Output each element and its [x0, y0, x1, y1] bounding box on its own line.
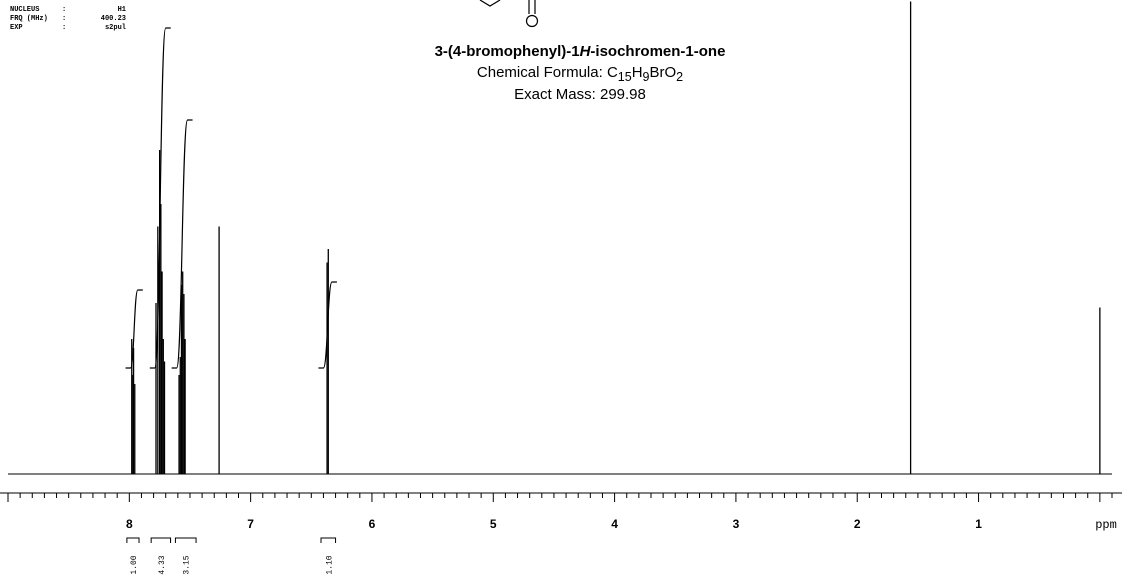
tick-label: 5 [490, 517, 497, 531]
ppm-axis: 8 7 6 5 4 3 2 1 ppm [0, 492, 1122, 532]
integral-curve [125, 289, 143, 369]
param-key: NUCLEUS [10, 6, 40, 14]
tick-label: 6 [369, 517, 376, 531]
carbonyl-oxygen [525, 14, 539, 28]
param-value: H1 [117, 6, 126, 14]
tick-label: 2 [854, 517, 861, 531]
axis-unit-label: ppm [1095, 518, 1117, 532]
param-key: FRQ (MHz) [10, 15, 48, 23]
integral-bracket [174, 537, 197, 543]
molecule-structure-fragment [479, 0, 539, 28]
acquisition-parameters: NUCLEUS: H1 FRQ (MHz): 400.23 EXP: s2pul [10, 6, 126, 33]
integral-value: 3.15 [183, 555, 192, 574]
compound-name-italic: H [579, 43, 591, 60]
exact-mass: Exact Mass: 299.98 [514, 86, 646, 103]
param-value: s2pul [104, 24, 126, 32]
compound-name: 3-(4-bromophenyl)-1H-isochromen-1-one [380, 43, 780, 60]
param-key: EXP [10, 24, 23, 32]
formula-value: C15H9BrO2 [606, 64, 684, 84]
formula-element: BrO [649, 64, 677, 81]
compound-name-prefix: 3-(4-bromophenyl)-1 [434, 43, 580, 60]
formula-label: Chemical Formula: [476, 64, 607, 81]
tick-label: 3 [733, 517, 740, 531]
integral-value: 1.00 [130, 555, 139, 574]
integral-bracket [126, 537, 140, 543]
integral-curve [171, 119, 193, 369]
formula-subscript: 15 [617, 70, 632, 84]
tick-label: 1 [975, 517, 982, 531]
param-row: NUCLEUS: H1 [10, 6, 126, 15]
integral-bracket [150, 537, 172, 543]
integral-brackets: 1.00 4.33 3.15 1.10 [126, 537, 337, 575]
spectrum-trace [8, 1, 1112, 475]
param-colon: : [62, 15, 67, 23]
param-value: 400.23 [100, 15, 126, 23]
tick-label: 4 [611, 517, 618, 531]
param-row: EXP: s2pul [10, 24, 126, 33]
param-row: FRQ (MHz): 400.23 [10, 15, 126, 24]
formula-element: C [606, 64, 618, 81]
compound-name-suffix: -isochromen-1-one [590, 43, 726, 60]
param-colon: : [62, 24, 67, 32]
param-colon: : [62, 6, 67, 14]
formula-element: H [631, 64, 643, 81]
integral-bracket [320, 537, 337, 543]
integral-value: 4.33 [158, 555, 167, 574]
chemical-formula: Chemical Formula: C15H9BrO2 [380, 64, 780, 84]
benzene-ring-fragment [479, 0, 501, 7]
tick-label: 7 [247, 517, 254, 531]
formula-subscript: 9 [642, 70, 650, 84]
integral-value: 1.10 [325, 555, 334, 574]
tick-label: 8 [126, 517, 133, 531]
formula-subscript: 2 [676, 70, 684, 84]
